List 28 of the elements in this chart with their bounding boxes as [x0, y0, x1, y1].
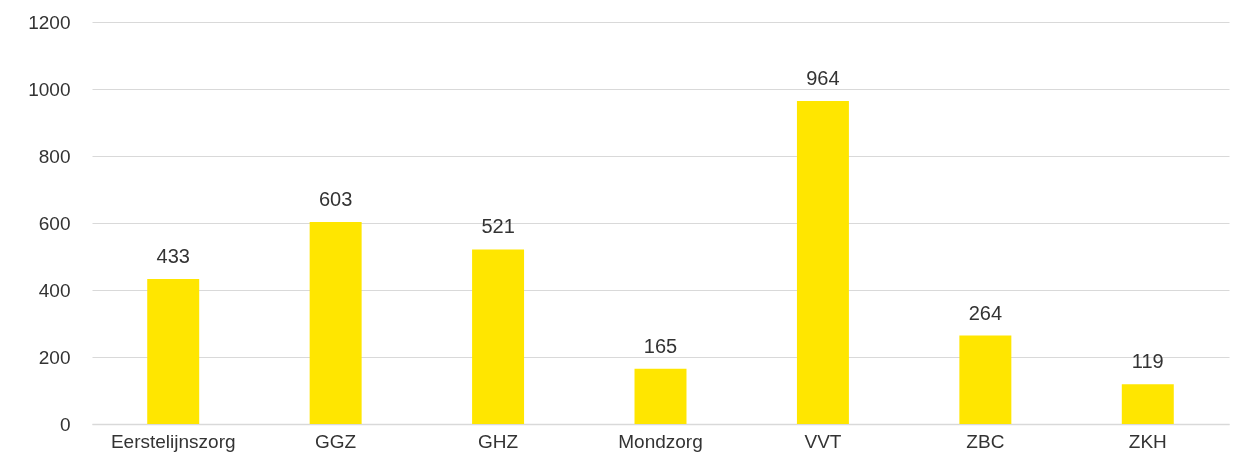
data-label: 119 — [1131, 350, 1164, 373]
data-label: 264 — [968, 301, 1003, 324]
x-tick-label: GHZ — [478, 430, 519, 452]
bar — [1121, 384, 1174, 424]
y-tick-label: 600 — [38, 212, 71, 234]
data-label: 433 — [156, 244, 190, 267]
data-label: 964 — [806, 67, 840, 90]
x-tick-label: Eerstelijnszorg — [110, 430, 236, 452]
bar — [309, 222, 362, 424]
bar — [796, 101, 849, 424]
bar — [147, 278, 200, 424]
data-label: 521 — [481, 215, 515, 238]
x-tick-label: Mondzorg — [618, 430, 703, 452]
y-tick-label: 200 — [38, 346, 71, 368]
bar — [634, 368, 687, 424]
x-tick-label: ZBC — [966, 430, 1005, 452]
y-tick-label: 1000 — [28, 78, 71, 100]
x-tick-label: VVT — [804, 430, 842, 452]
x-tick-label: ZKH — [1128, 430, 1167, 452]
y-tick-label: 1200 — [28, 11, 71, 33]
data-label: 165 — [643, 334, 678, 357]
y-tick-label: 800 — [38, 145, 71, 167]
bar — [472, 249, 525, 424]
y-tick-label: 400 — [38, 279, 71, 301]
y-tick-label: 0 — [59, 413, 71, 435]
data-label: 603 — [318, 187, 353, 210]
x-tick-label: GGZ — [315, 430, 357, 452]
bar — [959, 335, 1012, 424]
